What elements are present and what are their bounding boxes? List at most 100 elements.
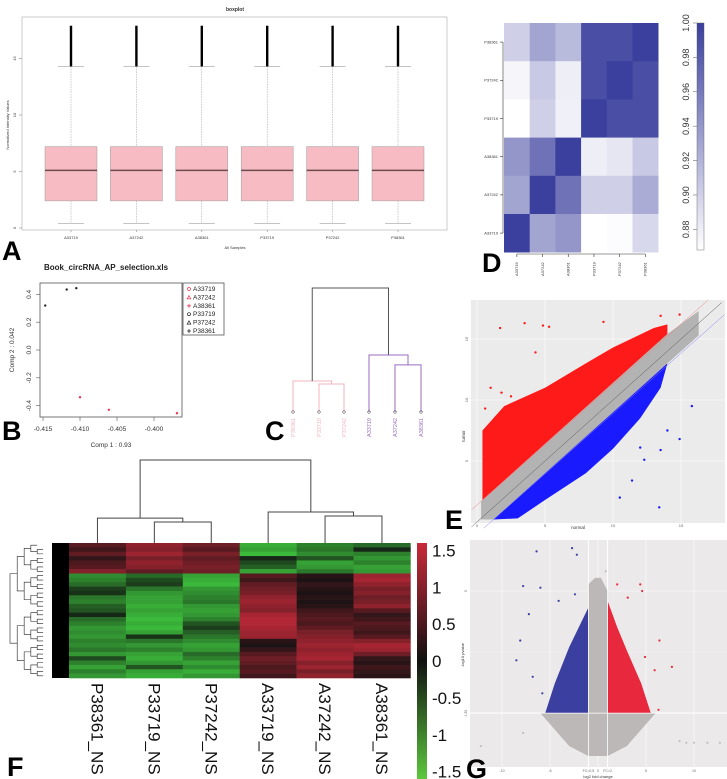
colorbar-tick-label: 0.96 [681,83,691,101]
y-tick-label: -0.4 [26,400,33,412]
data-point-up [657,708,660,711]
heatmap-cell [125,621,184,627]
heatmap-cell [239,569,297,574]
y-axis-label: Comp 2 : 0.042 [9,327,16,372]
heatmap-cell [353,586,411,592]
heatmap-cell [296,590,354,596]
legend-marker [186,294,192,300]
x-tick-label: 0 [597,769,599,773]
data-point-down [666,429,669,432]
row-dendrogram-branch [30,594,38,605]
heatmap-cell [182,656,240,661]
heatmap-cell [125,582,184,587]
leaf-marker [367,410,371,414]
colorbar-tick-label: -1.5 [432,763,461,779]
panel-b-pca: Book_circRNA_AP_selection.xls -0.415 -0.41… [9,263,225,449]
heatmap-cell [239,547,297,553]
leaf-marker [342,410,346,414]
row-dendrogram-leaves [52,543,69,678]
heatmap-cell [555,214,582,253]
heatmap-cell [581,23,608,62]
x-tick-label: 5 [645,769,647,773]
upper-threshold-line [471,299,709,510]
heatmap-cell [239,617,297,622]
heatmap-cell [296,634,354,640]
heatmap-cell [239,603,297,609]
point-cloud-down [493,363,668,520]
heatmap-cell [504,23,530,62]
heatmap-cell [504,175,530,215]
row-dendrogram-branch [36,566,44,572]
legend-label: A38361 [193,303,216,310]
x-tick-label: -5 [548,769,551,773]
leaf-marker [419,410,423,414]
box [240,146,294,202]
row-dendrogram-branch [30,544,38,553]
heatmap-cell [239,630,297,635]
dendrogram-branch [292,380,332,412]
x-axis-label: Comp 1 : 0.93 [91,442,132,449]
column-label: A37242_NS [315,683,334,775]
data-point-up [658,639,661,642]
data-point-ns [693,741,695,744]
row-dendrogram-branch [23,581,31,600]
data-point-up [643,655,647,659]
heatmap-cell [69,630,127,635]
data-point-down [573,593,577,596]
x-axis-label: normal [571,525,585,530]
heatmap-cell [353,577,411,583]
heatmap-cell [182,573,240,579]
point-cloud-up [607,600,651,714]
heatmap-cell [125,543,184,548]
heatmap-cell [125,643,184,648]
x-tick-label: -0.405 [108,426,127,433]
row-dendrogram-branch [36,557,44,563]
heatmap-cell [296,651,354,657]
heatmap-cell [125,551,184,557]
heatmap-cell [182,651,240,657]
row-dendrogram-branch [30,647,38,657]
heatmap-cell [182,577,240,583]
colorbar-tick-label: 0.90 [681,186,691,204]
heatmap-cell [239,608,297,613]
heatmap-cell [353,638,411,644]
leaf-marker [291,410,295,414]
dendrogram-branch [139,459,312,519]
x-tick-label: -0.410 [71,426,90,433]
heatmap-cell [239,573,297,579]
heatmap-cell [239,638,297,644]
y-axis-label: Normalized Intensity Values [5,100,10,149]
heatmap-cell [529,137,556,177]
row-dendrogram-branch [36,662,44,668]
data-point-down [535,550,538,553]
row-label: A33719 [484,230,499,235]
heatmap-cell [125,630,184,635]
data-point-down [658,506,661,509]
dendrogram-branch [153,521,212,543]
point-cloud-center [588,577,608,714]
column-label: P38361 [643,261,648,276]
heatmap-cell [353,569,411,574]
data-point-ns [706,741,709,744]
heatmap-cell [239,586,297,592]
row-dendrogram-branch [36,575,44,581]
y-tick-label: 0.0 [26,345,33,354]
heatmap-cell [353,582,411,587]
heatmap-cell [581,175,608,215]
data-point [65,288,68,291]
heatmap-cell [353,625,411,631]
colorbar-tick-label: 0 [432,652,441,671]
heatmap-cell [69,556,127,561]
heatmap-cell [69,595,127,600]
heatmap-cell [182,638,240,644]
y-tick-label: -0.2 [26,372,33,384]
heatmap-cell [353,560,411,566]
heatmap-cell [504,214,530,253]
heatmap-cell [296,643,354,648]
heatmap-cell [182,547,240,553]
heatmap-cell [632,23,659,62]
heatmap-cell [296,569,354,574]
heatmap-cell [581,99,608,138]
heatmap-cell [504,99,530,138]
legend-label: A33719 [193,286,216,293]
